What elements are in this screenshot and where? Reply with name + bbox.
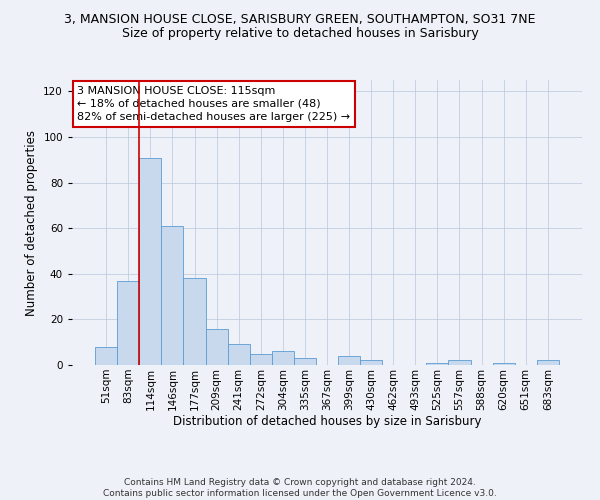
Bar <box>95 347 117 365</box>
Bar <box>493 362 515 365</box>
Y-axis label: Number of detached properties: Number of detached properties <box>25 130 38 316</box>
Bar <box>227 344 250 365</box>
Bar <box>360 360 382 365</box>
Bar <box>250 354 272 365</box>
Bar <box>338 356 360 365</box>
Bar <box>427 362 448 365</box>
Text: Size of property relative to detached houses in Sarisbury: Size of property relative to detached ho… <box>122 28 478 40</box>
Text: Contains HM Land Registry data © Crown copyright and database right 2024.
Contai: Contains HM Land Registry data © Crown c… <box>103 478 497 498</box>
Bar <box>139 158 161 365</box>
Bar <box>448 360 470 365</box>
Bar <box>161 226 184 365</box>
Text: 3 MANSION HOUSE CLOSE: 115sqm
← 18% of detached houses are smaller (48)
82% of s: 3 MANSION HOUSE CLOSE: 115sqm ← 18% of d… <box>77 86 350 122</box>
X-axis label: Distribution of detached houses by size in Sarisbury: Distribution of detached houses by size … <box>173 416 481 428</box>
Bar <box>184 278 206 365</box>
Bar <box>117 280 139 365</box>
Bar <box>294 358 316 365</box>
Bar <box>537 360 559 365</box>
Text: 3, MANSION HOUSE CLOSE, SARISBURY GREEN, SOUTHAMPTON, SO31 7NE: 3, MANSION HOUSE CLOSE, SARISBURY GREEN,… <box>64 12 536 26</box>
Bar <box>272 352 294 365</box>
Bar <box>206 328 227 365</box>
